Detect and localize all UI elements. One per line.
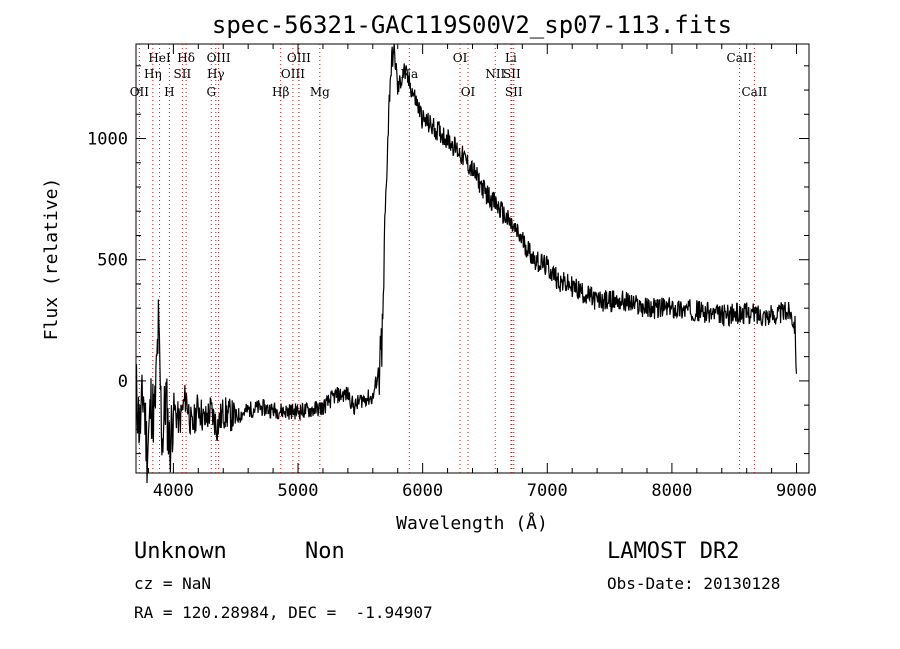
spectral-line-label: Mg <box>310 85 330 99</box>
spectral-line-label: CaII <box>727 51 753 65</box>
x-tick-label: 4000 <box>153 481 194 501</box>
spectral-line-label: Hβ <box>272 85 289 99</box>
spectral-line-label: OI <box>461 85 476 99</box>
y-tick-label: 500 <box>97 251 128 271</box>
spectral-line-label: OII <box>130 85 150 99</box>
spectral-line-label: SII <box>505 85 523 99</box>
y-axis: 0 500 1000 <box>87 65 809 455</box>
spectral-line-label: Hδ <box>177 51 195 65</box>
spectral-line-label: OIII <box>287 51 311 65</box>
x-tick-label: 6000 <box>402 481 443 501</box>
plot-frame <box>135 43 810 474</box>
ra-dec-coords: RA = 120.28984, DEC = -1.94907 <box>134 603 433 622</box>
spectral-line-label: H <box>164 85 174 99</box>
spectral-line-label: SII <box>503 67 521 81</box>
x-tick-label: 5000 <box>278 481 319 501</box>
spectral-line-label: SII <box>174 67 192 81</box>
spectral-line-label: G <box>206 85 216 99</box>
survey-name: LAMOST DR2 <box>607 539 740 564</box>
spectral-line-label: Hη <box>144 67 162 81</box>
object-class: Unknown <box>134 539 227 564</box>
x-tick-label: 8000 <box>651 481 692 501</box>
y-tick-label: 1000 <box>87 130 128 150</box>
x-tick-label: 7000 <box>527 481 568 501</box>
x-axis: 4000 5000 6000 7000 8000 9000 <box>147 44 817 501</box>
object-subclass: Non <box>305 539 345 564</box>
cz-value: cz = NaN <box>134 574 212 593</box>
spectral-line-label: NII <box>485 67 505 81</box>
spectral-line-label: OIII <box>281 67 305 81</box>
x-axis-label: Wavelength (Å) <box>396 512 548 534</box>
spectral-line-label: HeI <box>148 51 171 65</box>
spectral-line-label: Hγ <box>207 67 225 81</box>
spectral-line-label: OI <box>453 51 468 65</box>
y-tick-label: 0 <box>118 372 128 392</box>
obs-date: Obs-Date: 20130128 <box>607 574 781 593</box>
spectral-line-label: Li <box>505 51 517 65</box>
spectral-line-label: OIII <box>207 51 231 65</box>
chart-title: spec-56321-GAC119S00V2_sp07-113.fits <box>212 11 732 39</box>
y-axis-label: Flux (relative) <box>41 178 62 341</box>
spectral-line-label: CaII <box>741 85 767 99</box>
x-tick-label: 9000 <box>776 481 817 501</box>
flux-series-line <box>135 43 798 484</box>
